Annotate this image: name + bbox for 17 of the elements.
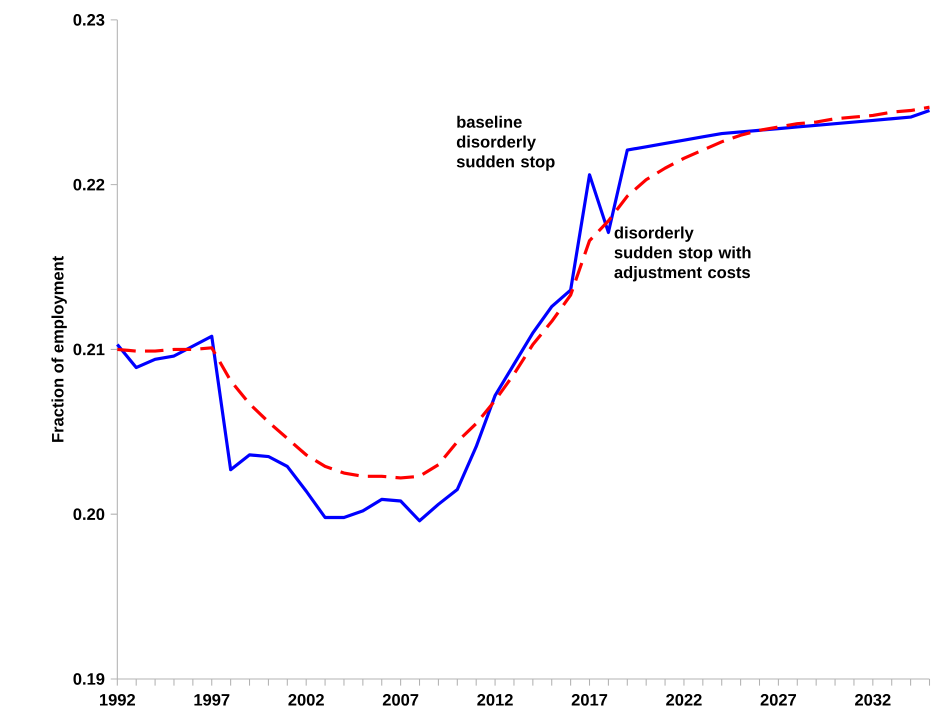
x-tick-label: 2022 (666, 694, 702, 706)
y-tick-label: 0.20 (73, 508, 104, 520)
text: baseline disorderly sudden stop (456, 116, 555, 171)
y-axis-title: Fraction of employment (51, 256, 67, 442)
x-tick-label: 2032 (855, 694, 891, 706)
y-tick-label: 0.22 (73, 178, 104, 191)
x-tick-label: 2012 (477, 694, 513, 706)
x-tick-label: 2027 (760, 694, 796, 706)
x-tick-label: 2002 (288, 694, 324, 706)
x-tick-label: 1992 (100, 694, 135, 706)
x-tick-label: 1997 (194, 694, 230, 706)
y-tick-label: 0.21 (73, 344, 104, 356)
series-label: disorderly sudden stop with adjustment costs (614, 226, 750, 282)
x-tick-label: 2017 (572, 694, 608, 706)
y-tick-label: 0.19 (73, 673, 104, 685)
x-tick-label: 2007 (382, 694, 418, 706)
y-tick-label: 0.23 (73, 14, 104, 26)
